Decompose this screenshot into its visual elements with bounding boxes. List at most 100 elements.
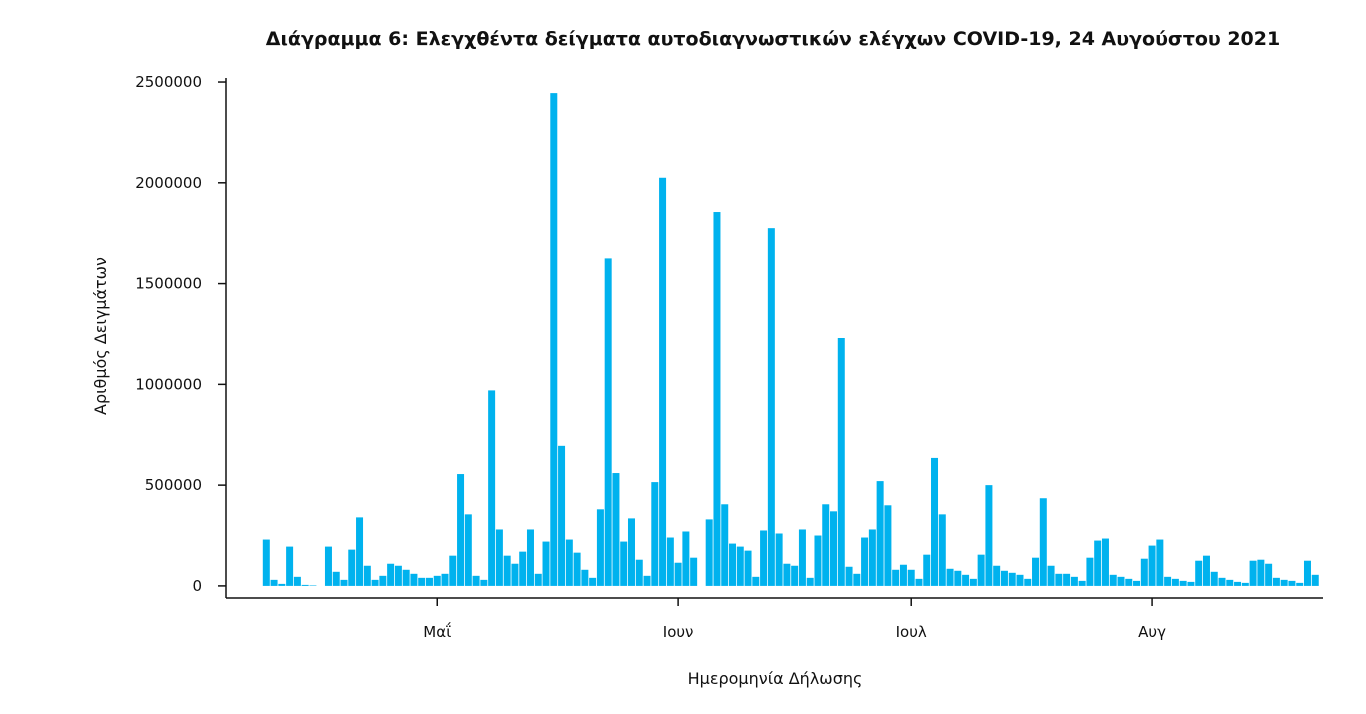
bar <box>340 579 348 586</box>
bar <box>324 546 332 586</box>
bar <box>371 579 379 586</box>
bar <box>736 546 744 586</box>
bar <box>977 554 985 586</box>
bar <box>853 573 861 586</box>
bar <box>1280 579 1288 586</box>
bar <box>938 514 946 586</box>
bar <box>1179 580 1187 586</box>
bar <box>651 482 659 586</box>
bar <box>954 570 962 586</box>
bar <box>643 575 651 586</box>
bar <box>348 549 356 586</box>
y-axis-label: Αριθμός Δειγμάτων <box>91 257 110 415</box>
bar <box>558 445 566 586</box>
bar <box>589 577 597 586</box>
bar <box>1055 573 1063 586</box>
bar <box>1171 578 1179 586</box>
bar <box>923 554 931 586</box>
bar <box>402 569 410 586</box>
bar <box>1272 577 1280 586</box>
bar <box>993 565 1001 586</box>
bar <box>394 565 402 586</box>
bar <box>744 550 752 586</box>
bar <box>293 576 301 586</box>
bar <box>1000 570 1008 586</box>
bar <box>798 529 806 586</box>
bar <box>472 575 480 586</box>
bars-group <box>262 93 1319 586</box>
bar <box>627 518 635 586</box>
bar <box>418 577 426 586</box>
bar <box>721 504 729 586</box>
x-tick-label: Ιουλ <box>896 623 927 641</box>
bar <box>519 551 527 586</box>
y-tick-label: 2000000 <box>135 174 202 192</box>
x-axis-label: Ημερομηνία Δήλωσης <box>688 669 863 688</box>
bar <box>332 571 340 586</box>
bar <box>791 565 799 586</box>
bar <box>690 557 698 586</box>
bar <box>604 258 612 586</box>
bar <box>1063 573 1071 586</box>
bar <box>1303 560 1311 586</box>
bar <box>899 564 907 586</box>
bar <box>1117 576 1125 586</box>
bar <box>1187 581 1195 586</box>
bar <box>488 390 496 586</box>
bar <box>635 559 643 586</box>
y-tick-label: 0 <box>192 577 202 595</box>
bar <box>309 585 317 586</box>
bar <box>620 541 628 586</box>
bar <box>1039 498 1047 586</box>
bar <box>682 531 690 586</box>
bar <box>868 529 876 586</box>
bar <box>1164 576 1172 586</box>
y-tick-label: 1000000 <box>135 375 202 393</box>
bar <box>713 212 721 586</box>
chart-title: Διάγραμμα 6: Ελεγχθέντα δείγματα αυτοδια… <box>265 28 1281 50</box>
bar <box>1109 574 1117 586</box>
bar <box>1156 539 1164 586</box>
bar <box>534 573 542 586</box>
bar <box>1148 545 1156 586</box>
bar <box>441 573 449 586</box>
bar <box>1101 538 1109 586</box>
bar <box>1094 540 1102 586</box>
bar <box>542 541 550 586</box>
bar <box>495 529 503 586</box>
bar <box>1311 574 1319 586</box>
bar <box>1008 572 1016 586</box>
bar <box>1202 555 1210 586</box>
bar <box>907 569 915 586</box>
bar <box>286 546 294 586</box>
bar <box>1078 580 1086 586</box>
bar <box>705 519 713 586</box>
bar <box>822 504 830 586</box>
bar <box>884 505 892 586</box>
bar <box>503 555 511 586</box>
bar <box>1140 558 1148 586</box>
bar <box>1265 563 1273 586</box>
bar <box>1226 579 1234 586</box>
bar <box>1218 577 1226 586</box>
bar <box>837 338 845 586</box>
bar <box>1241 582 1249 586</box>
bar <box>1296 582 1304 586</box>
bar <box>892 569 900 586</box>
bar <box>962 574 970 586</box>
bar <box>581 569 589 586</box>
bar <box>767 228 775 586</box>
bar <box>783 563 791 586</box>
bar <box>596 509 604 586</box>
bar <box>565 539 573 586</box>
bar <box>612 473 620 586</box>
bar <box>1047 565 1055 586</box>
bar <box>946 568 954 586</box>
y-ticks-group: 0 500000 1000000 1500000 2000000 2500000 <box>135 73 226 595</box>
bar <box>425 577 433 586</box>
bar <box>363 565 371 586</box>
bar <box>1016 574 1024 586</box>
bar <box>270 579 278 586</box>
bar <box>969 578 977 586</box>
